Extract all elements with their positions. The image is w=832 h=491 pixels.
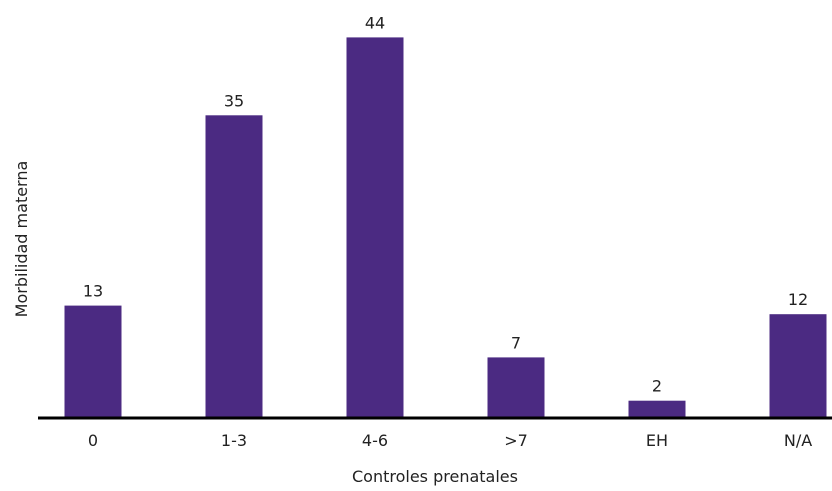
bar-n-a	[770, 314, 827, 418]
tick-label-0: 0	[88, 431, 98, 450]
bar-1-3	[206, 115, 263, 418]
value-label-4-6: 44	[365, 13, 385, 32]
value-label-n-a: 12	[788, 290, 808, 309]
bar-gt7	[488, 357, 545, 418]
tick-labels-layer: 0 1-3 4-6 >7 EH N/A	[88, 431, 812, 450]
tick-label-eh: EH	[646, 431, 668, 450]
bar-eh	[629, 401, 686, 418]
value-label-eh: 2	[652, 377, 662, 396]
x-axis-title: Controles prenatales	[352, 467, 518, 486]
y-axis-title: Morbilidad materna	[12, 161, 31, 318]
value-labels-layer: 13 35 44 7 2 12	[83, 13, 808, 395]
bars-layer	[65, 37, 827, 418]
bar-4-6	[347, 37, 404, 418]
tick-label-n-a: N/A	[784, 431, 812, 450]
bar-0	[65, 306, 122, 419]
tick-label-gt7: >7	[504, 431, 528, 450]
value-label-gt7: 7	[511, 333, 521, 352]
tick-label-1-3: 1-3	[221, 431, 247, 450]
value-label-1-3: 35	[224, 91, 244, 110]
tick-label-4-6: 4-6	[362, 431, 388, 450]
value-label-0: 13	[83, 282, 103, 301]
